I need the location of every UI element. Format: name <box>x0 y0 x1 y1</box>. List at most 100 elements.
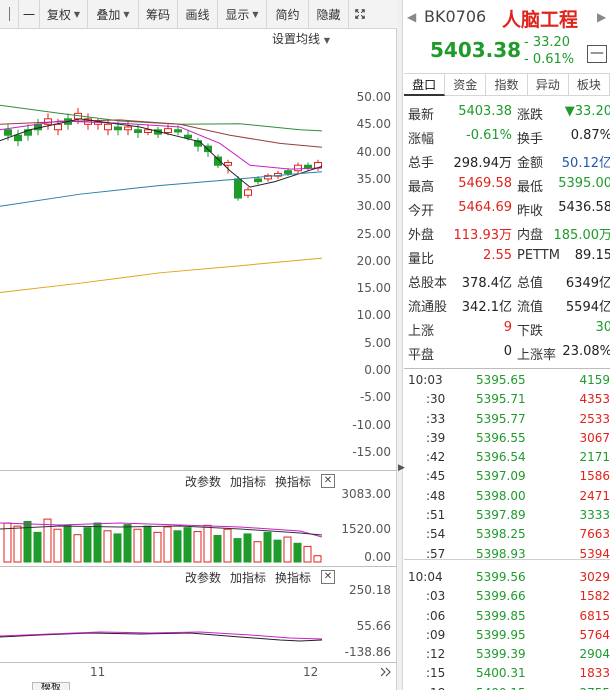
candle-body <box>124 126 132 131</box>
collapse-arrow-icon[interactable]: ▶ <box>398 463 405 473</box>
last-price: 5403.38 <box>430 38 522 62</box>
quote-pane: ◀ BK0706 人脑工程 ▶ 5403.38 - 33.20 - 0.61% … <box>404 0 610 690</box>
tab-index[interactable]: 指数 <box>486 74 528 96</box>
volume-bar <box>113 533 122 563</box>
chart-toolbar: 一 复权 ▼ 叠加 ▼ 筹码 画线 显示 ▼ 简约 隐藏 <box>0 0 397 29</box>
tick-volume: 1833 <box>579 666 610 681</box>
tab-label: 板块 <box>576 78 601 92</box>
tick-time: :18 <box>426 686 445 690</box>
volume-ma-line <box>0 522 323 538</box>
candle-body <box>224 162 232 166</box>
tick-price: 5395.71 <box>476 392 526 407</box>
restore-rights-button[interactable]: 复权 ▼ <box>40 0 88 29</box>
tick-time: :48 <box>426 488 446 503</box>
template-tab[interactable]: 模板 <box>32 682 70 690</box>
price-axis-label: 40.00 <box>356 144 391 159</box>
tick-price: 5395.77 <box>476 411 526 426</box>
panel-divider <box>0 566 397 567</box>
volume-bar <box>203 524 212 563</box>
expand-icon <box>355 9 365 19</box>
toolbar-label: 隐藏 <box>316 7 341 22</box>
ma-settings-button[interactable]: 设置均线 ▼ <box>272 30 330 47</box>
volume-axis-label: 0.00 <box>364 550 391 564</box>
quote-header: ◀ BK0706 人脑工程 ▶ 5403.38 - 33.20 - 0.61% … <box>404 0 610 72</box>
prev-arrow-icon[interactable]: ◀ <box>407 10 417 24</box>
volume-close-icon[interactable]: ✕ <box>321 474 335 488</box>
tick-time: :15 <box>426 666 446 681</box>
tick-price: 5399.95 <box>476 627 526 642</box>
tab-sector[interactable]: 板块 <box>569 74 610 96</box>
stat-label: 外盘 <box>408 228 435 243</box>
collapse-button[interactable]: — <box>587 45 607 63</box>
volume-bar <box>303 545 312 563</box>
next-arrow-icon[interactable]: ▶ <box>597 10 607 24</box>
volume-bar <box>153 531 162 563</box>
candle-body <box>174 129 182 133</box>
stat-label: 上涨 <box>408 324 435 339</box>
volume-switch-indicator-button[interactable]: 换指标 <box>275 475 312 489</box>
candlestick-chart[interactable] <box>0 29 336 470</box>
indicator-params-button[interactable]: 改参数 <box>185 571 222 585</box>
tab-movement[interactable]: 异动 <box>528 74 569 96</box>
tick-row: :12 5399.39 2904 <box>404 645 610 664</box>
indicator-add-button[interactable]: 加指标 <box>230 571 267 585</box>
overlay-button[interactable]: 叠加 ▼ <box>88 0 139 29</box>
tick-time: :39 <box>426 430 446 445</box>
tick-price: 5399.56 <box>476 569 526 584</box>
toolbar-label: 显示 <box>225 7 250 22</box>
indicator-switch-button[interactable]: 换指标 <box>275 571 312 585</box>
tick-row: :51 5397.89 3333 <box>404 506 610 525</box>
stat-value: 9 <box>503 320 512 335</box>
caret-down-icon: ▼ <box>123 9 130 19</box>
indicator-close-icon[interactable]: ✕ <box>321 570 335 584</box>
caret-down-icon: ▼ <box>323 36 330 45</box>
stat-row: 总股本 378.4亿 总值 6349亿 <box>404 268 610 292</box>
toolbar-label: 复权 <box>46 7 71 22</box>
ma120-line <box>0 257 323 293</box>
price-axis-label: 30.00 <box>356 199 391 214</box>
candle-body <box>244 189 252 196</box>
tick-price: 5399.66 <box>476 589 526 604</box>
volume-params-button[interactable]: 改参数 <box>185 475 222 489</box>
candle-body <box>234 178 242 199</box>
stat-label: PETTM <box>517 248 560 263</box>
expand-button[interactable] <box>349 0 371 29</box>
stat-row: 上涨 9 下跌 30 <box>404 316 610 340</box>
chips-button[interactable]: 筹码 <box>139 0 178 29</box>
template-tab-label: 模板 <box>41 682 61 690</box>
volume-add-indicator-button[interactable]: 加指标 <box>230 475 267 489</box>
volume-bar <box>233 538 242 563</box>
indicator-chart[interactable] <box>0 567 336 662</box>
volume-axis: 3083.00 1520.00 0.00 <box>336 471 397 566</box>
tab-label: 异动 <box>535 78 560 92</box>
minus-button[interactable]: 一 <box>19 0 40 29</box>
indicator-axis-label: 55.66 <box>356 619 391 633</box>
hide-button[interactable]: 隐藏 <box>309 0 349 29</box>
tick-price: 5400.31 <box>476 666 526 681</box>
simple-button[interactable]: 简约 <box>267 0 309 29</box>
chevron-double-right-icon[interactable] <box>380 667 392 677</box>
stat-value: 5469.58 <box>458 176 512 191</box>
tick-price: 5399.85 <box>476 608 526 623</box>
stats-divider <box>404 368 610 369</box>
tick-price: 5395.65 <box>476 373 526 387</box>
tick-time: :54 <box>426 527 446 542</box>
display-button[interactable]: 显示 ▼ <box>218 0 267 29</box>
tick-volume: 1586 <box>579 469 610 484</box>
stat-row: 涨幅 -0.61% 换手 0.87% <box>404 124 610 148</box>
volume-chart[interactable] <box>0 471 336 566</box>
tick-list[interactable]: 10:03 5395.65 4159:30 5395.71 4353:33 5395.77… <box>404 371 610 690</box>
volume-bar <box>213 534 222 563</box>
tick-volume: 4353 <box>579 392 610 407</box>
price-axis-label: -5.00 <box>359 390 391 405</box>
pane-splitter[interactable] <box>397 0 403 690</box>
quote-stats: 最新 5403.38 涨跌 ▼33.20 涨幅 -0.61% 换手 0.87% 总手 298.94… <box>404 100 610 364</box>
tick-price: 5397.89 <box>476 508 526 523</box>
tab-order-book[interactable]: 盘口 <box>404 74 446 96</box>
volume-bar <box>103 530 112 563</box>
draw-line-button[interactable]: 画线 <box>178 0 218 29</box>
stat-value: 113.93万 <box>453 228 513 243</box>
tab-funds[interactable]: 资金 <box>445 74 487 96</box>
security-code: BK0706 <box>424 7 487 26</box>
